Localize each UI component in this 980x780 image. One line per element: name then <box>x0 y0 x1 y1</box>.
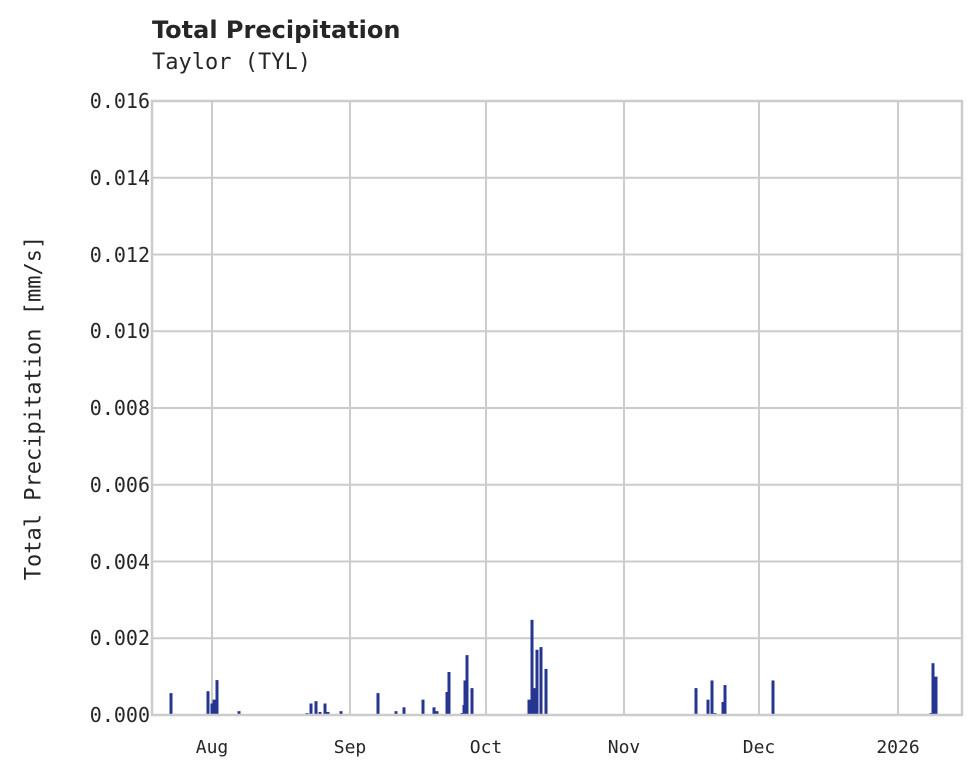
precip-bar <box>723 685 727 715</box>
precip-bar <box>206 691 210 715</box>
x-tick-label: Sep <box>333 737 367 758</box>
bar-series <box>169 619 938 715</box>
precip-bar <box>339 711 343 715</box>
precip-bar <box>530 619 534 715</box>
x-tick-label: 2026 <box>876 737 920 758</box>
precip-bar <box>326 711 330 715</box>
precip-bar <box>323 703 327 715</box>
precip-bar <box>931 663 935 715</box>
precip-bar <box>314 701 318 715</box>
precip-bar <box>544 668 548 715</box>
x-tick-label: Dec <box>742 737 776 758</box>
precip-bar <box>465 655 469 715</box>
y-tick-label: 0.002 <box>89 626 150 651</box>
precip-bar <box>376 693 380 715</box>
y-tick-label: 0.008 <box>89 396 150 420</box>
precip-bar <box>721 701 725 715</box>
precip-bar <box>694 688 698 715</box>
y-tick-label: 0.014 <box>89 165 150 190</box>
precip-bar <box>710 680 714 715</box>
precip-bar <box>432 707 436 715</box>
x-tick-label: Nov <box>607 737 641 758</box>
precip-bar <box>169 693 173 715</box>
precip-bar <box>309 703 313 715</box>
precip-bar <box>533 688 537 715</box>
precip-bar <box>535 649 539 715</box>
precip-bar <box>421 699 425 715</box>
precip-bar <box>527 699 531 715</box>
x-tick-label: Oct <box>469 737 503 758</box>
precip-bar <box>215 680 219 715</box>
precip-bar <box>237 711 241 715</box>
x-tick-label: Aug <box>195 737 229 758</box>
precip-bar <box>394 711 398 715</box>
precip-bar <box>470 688 474 715</box>
precip-bar <box>402 707 406 715</box>
y-tick-label: 0.012 <box>89 242 150 267</box>
precip-bar <box>212 699 216 715</box>
chart-subtitle: Taylor (TYL) <box>152 50 311 75</box>
precip-bar <box>447 672 451 715</box>
precip-bar <box>463 680 467 715</box>
y-tick-label: 0.006 <box>89 472 150 497</box>
precip-bar <box>318 711 322 715</box>
precip-bar <box>934 676 938 715</box>
y-tick-label: 0.010 <box>89 319 150 344</box>
precip-bar <box>445 691 449 715</box>
gridlines <box>152 101 962 715</box>
chart-title: Total Precipitation <box>152 16 401 44</box>
y-tick-label: 0.000 <box>89 703 150 727</box>
precip-bar <box>539 647 543 715</box>
plot-frame <box>150 99 964 717</box>
precip-bar <box>210 703 214 715</box>
precip-bar <box>435 711 439 715</box>
precip-bar <box>771 680 775 715</box>
y-tick-label: 0.004 <box>89 549 150 574</box>
y-tick-label: 0.016 <box>89 89 150 113</box>
precip-bar <box>706 699 710 715</box>
